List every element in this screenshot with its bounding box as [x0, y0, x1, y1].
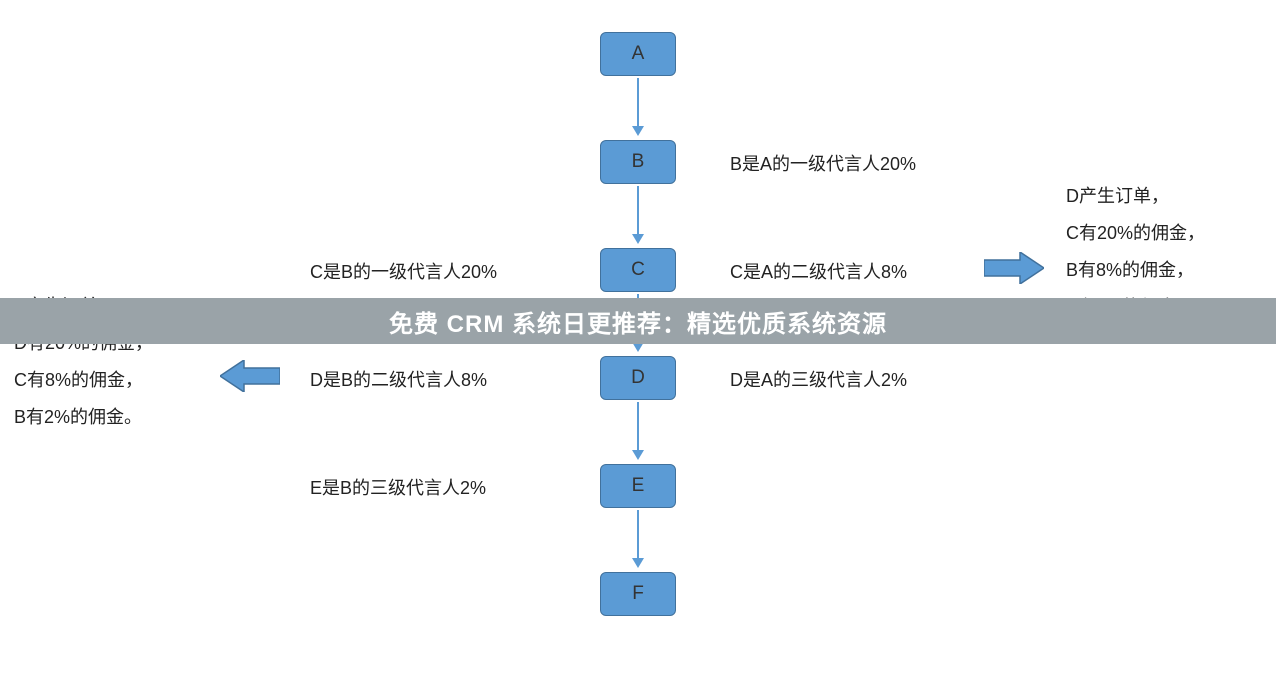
label-e-of-b: E是B的三级代言人2%: [310, 474, 486, 500]
node-a-label: A: [632, 43, 645, 65]
node-a: A: [600, 32, 676, 76]
node-b: B: [600, 140, 676, 184]
node-c-label: C: [631, 259, 645, 281]
left-line-4: B有2%的佣金。: [14, 399, 153, 436]
node-c: C: [600, 248, 676, 292]
right-line-2: C有20%的佣金，: [1066, 215, 1205, 252]
node-b-label: B: [632, 151, 645, 173]
node-f-label: F: [632, 583, 644, 605]
right-line-1: D产生订单，: [1066, 178, 1205, 215]
banner-text: 免费 CRM 系统日更推荐：精选优质系统资源: [389, 304, 887, 339]
arrow-b-c: [637, 186, 639, 242]
node-d-label: D: [631, 367, 645, 389]
arrow-d-e: [637, 402, 639, 458]
right-line-3: B有8%的佣金，: [1066, 252, 1205, 289]
node-e-label: E: [632, 475, 645, 497]
arrow-a-b: [637, 78, 639, 134]
label-b-of-a: B是A的一级代言人20%: [730, 150, 916, 176]
label-d-of-b: D是B的二级代言人8%: [310, 366, 487, 392]
arrow-left-icon: [220, 360, 280, 392]
label-c-of-a: C是A的二级代言人8%: [730, 258, 907, 284]
node-f: F: [600, 572, 676, 616]
left-line-3: C有8%的佣金，: [14, 362, 153, 399]
overlay-banner: 免费 CRM 系统日更推荐：精选优质系统资源: [0, 298, 1276, 344]
arrow-e-f: [637, 510, 639, 566]
label-d-of-a: D是A的三级代言人2%: [730, 366, 907, 392]
node-d: D: [600, 356, 676, 400]
label-c-of-b: C是B的一级代言人20%: [310, 258, 497, 284]
arrow-right-icon: [984, 252, 1044, 284]
node-e: E: [600, 464, 676, 508]
